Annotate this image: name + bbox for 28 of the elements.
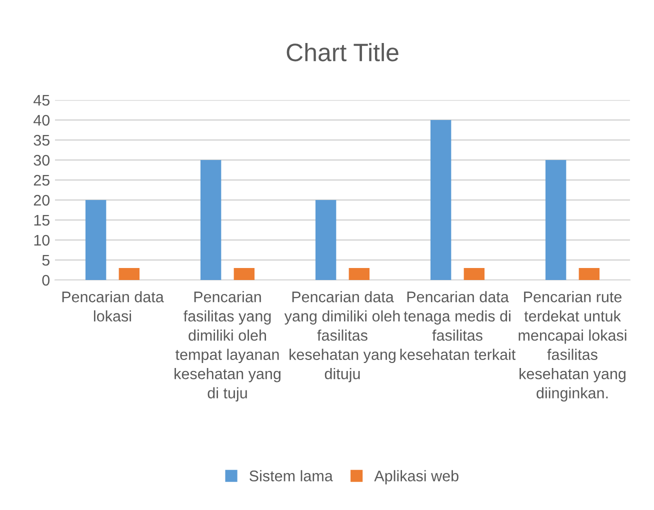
y-tick-label: 20 — [34, 194, 50, 206]
x-tick-label: Pencarian data tenaga medis di fasilitas kesehatan terkait — [400, 291, 516, 360]
bar — [315, 200, 336, 280]
y-tick-label: 25 — [34, 174, 50, 186]
y-tick-label: 0 — [42, 274, 50, 286]
bar — [430, 120, 452, 280]
legend-label: Sistem lama — [250, 470, 333, 482]
chart-title: Chart Title — [286, 42, 398, 62]
y-tick-label: 15 — [34, 215, 50, 226]
bar — [118, 268, 140, 280]
x-tick-label: Pencarian fasilitas yang dimiliki oleh tempat layanan kesehatan yang di tuju — [174, 291, 280, 402]
bar — [464, 268, 485, 280]
y-tick-label: 30 — [34, 154, 50, 166]
bar — [85, 200, 106, 280]
x-tick-label: Pencarian rute terdekat untuk mencapai lokasi fasilitas kesehatan yang diinginkan. — [518, 291, 626, 402]
bar — [348, 268, 370, 280]
x-tick-label: Pencarian data lokasi — [62, 291, 164, 322]
y-tick-label: 5 — [42, 255, 50, 266]
bar — [200, 160, 222, 280]
bar — [578, 268, 600, 280]
bar — [234, 268, 255, 280]
y-tick-label: 10 — [34, 234, 50, 246]
y-tick-label: 45 — [34, 95, 50, 106]
y-tick-label: 40 — [34, 114, 50, 126]
x-tick-label: Pencarian data yang dimiliki oleh fasilitas kesehatan yang dituju — [284, 291, 400, 382]
bar — [545, 160, 566, 280]
legend-label: Aplikasi web — [374, 470, 458, 484]
y-tick-label: 35 — [34, 134, 50, 146]
